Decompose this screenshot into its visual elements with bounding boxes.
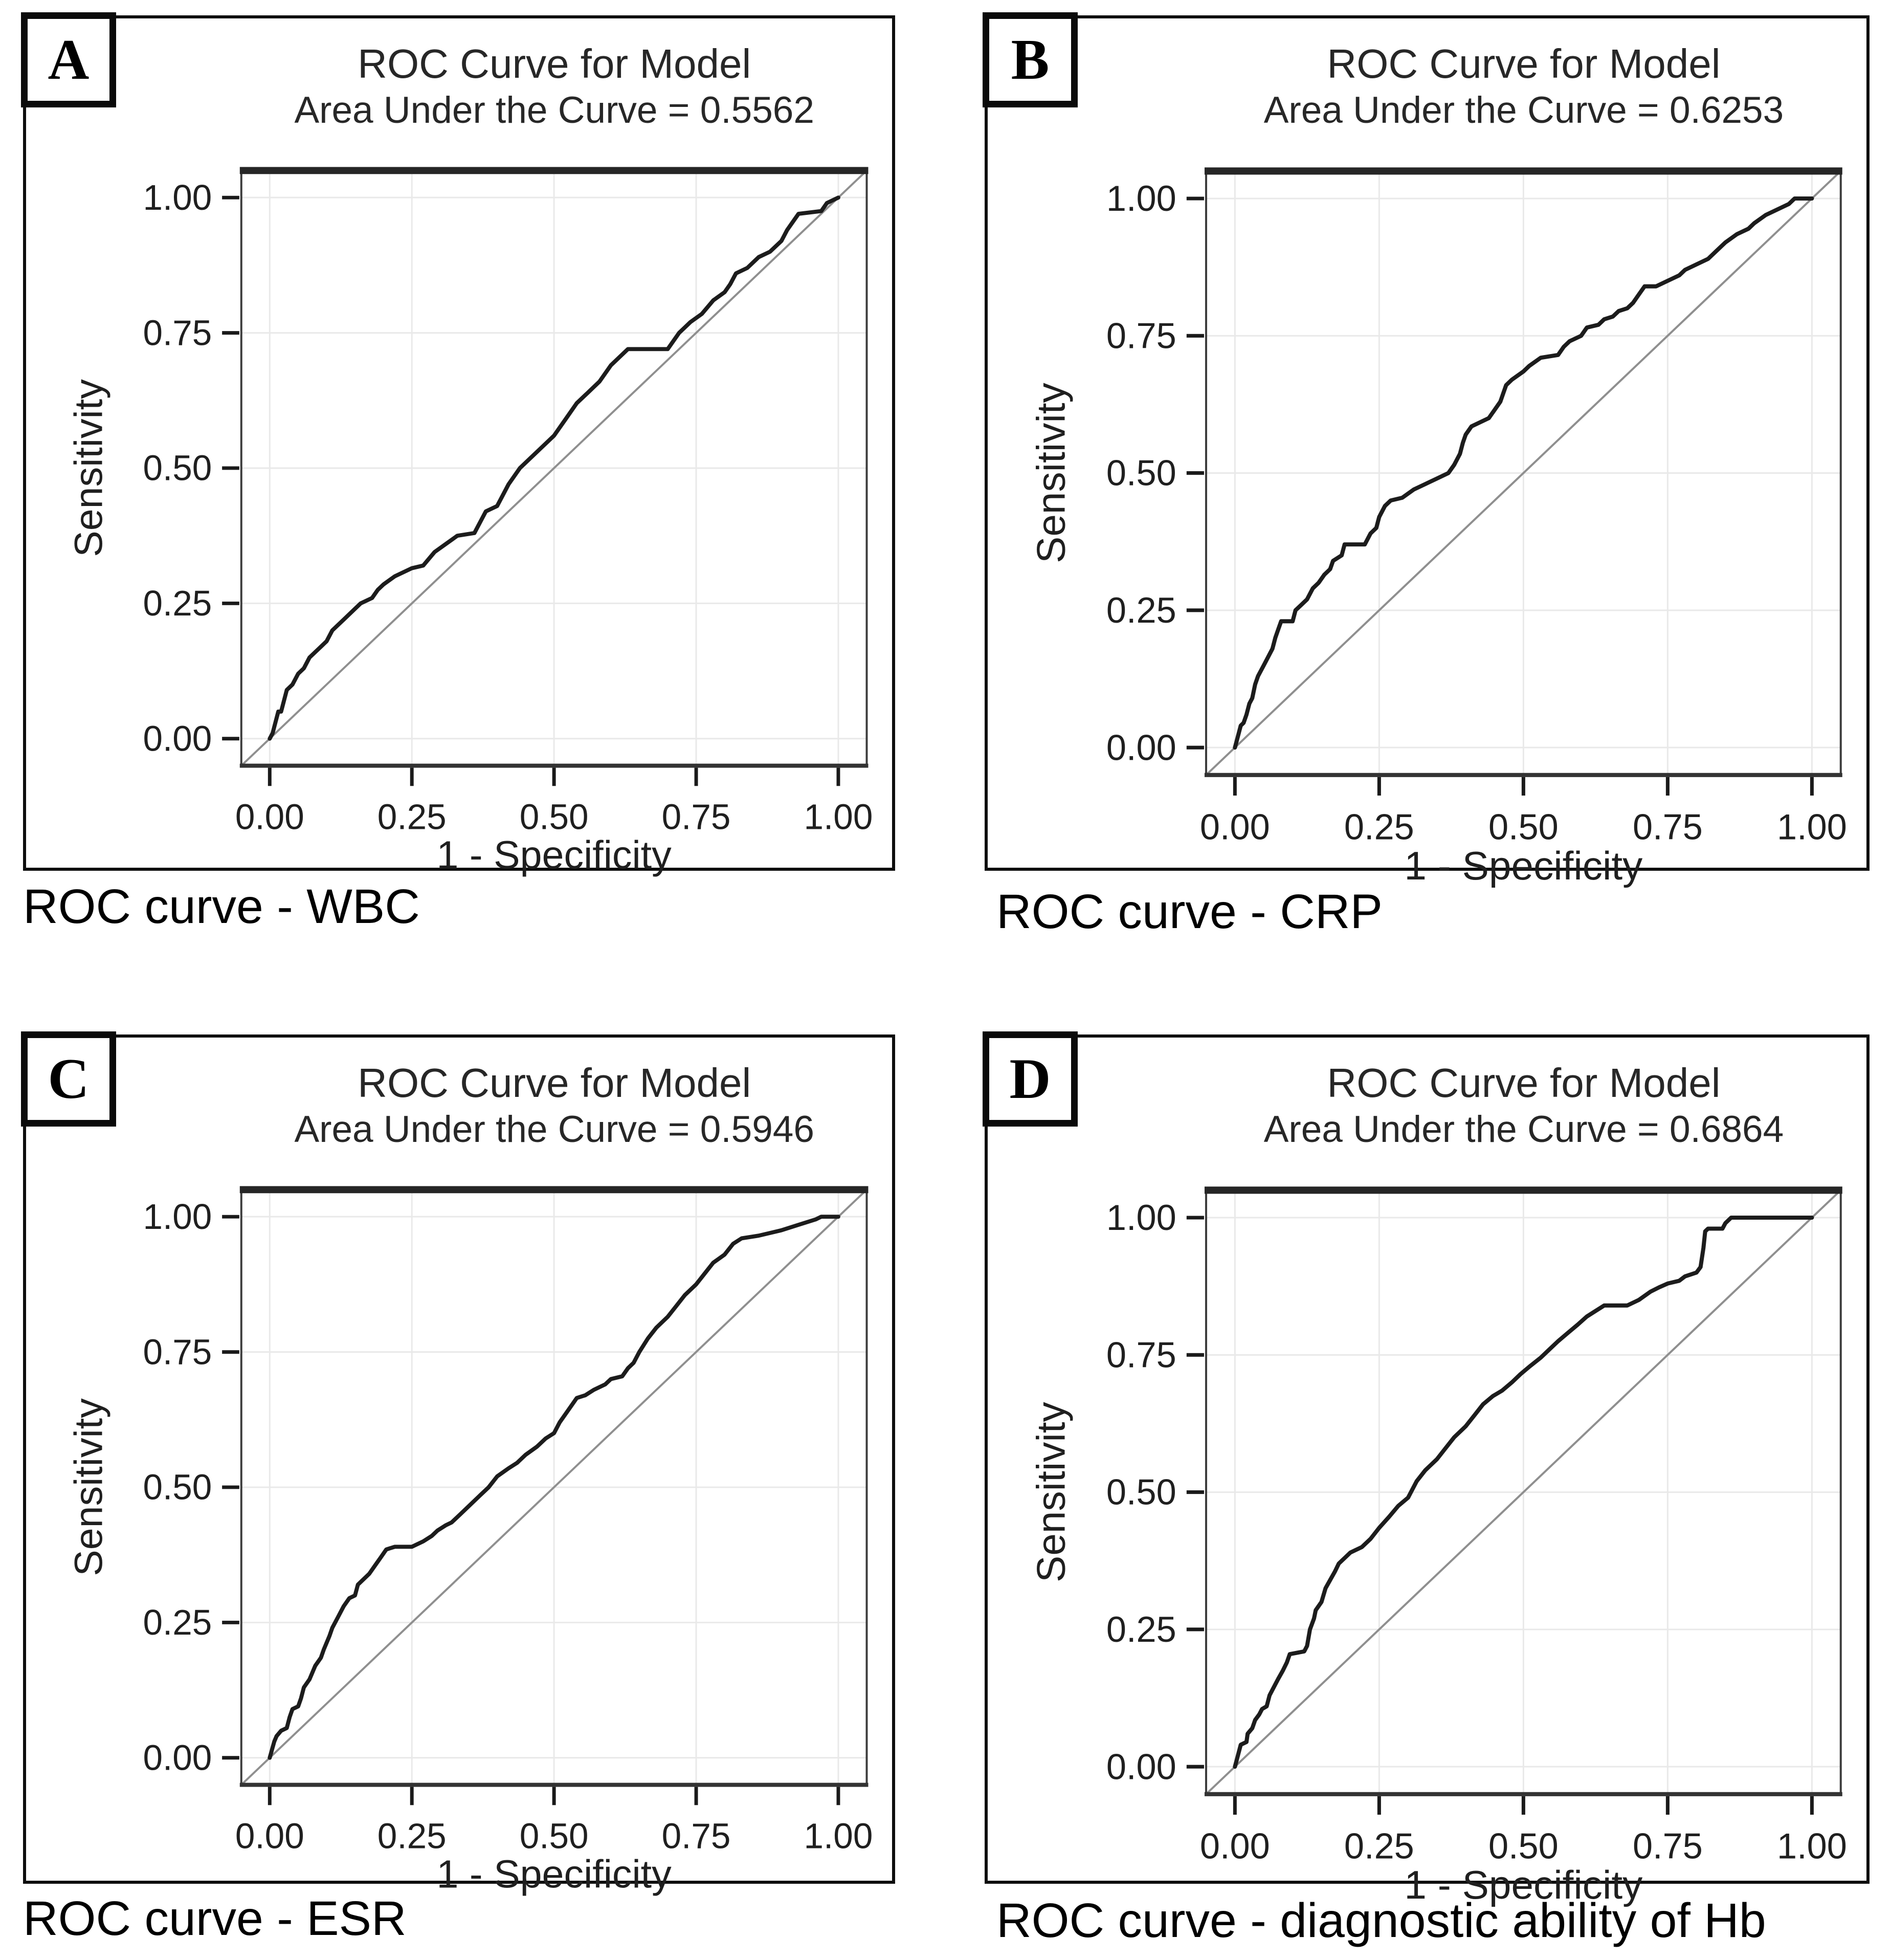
x-tick-label: 0.50 bbox=[520, 1816, 589, 1856]
x-tick-label: 0.25 bbox=[1344, 806, 1414, 847]
roc-curve bbox=[1233, 196, 1814, 750]
y-tick-label: 1.00 bbox=[143, 177, 212, 217]
x-tick-label: 0.25 bbox=[377, 1816, 447, 1856]
y-tick-label: 0.25 bbox=[1106, 589, 1176, 630]
reference-line bbox=[240, 169, 868, 767]
panel-label-box-b: B bbox=[983, 12, 1078, 107]
x-tick-label: 0.00 bbox=[1200, 806, 1270, 847]
caption-c: ROC curve - ESR bbox=[23, 1891, 407, 1946]
x-tick-label: 0.75 bbox=[1633, 806, 1703, 847]
roc-plot-svg: 0.00 0.25 0.50 0.75 1.00 0.00 0.25 0.50 0.75 1.00… bbox=[1029, 1186, 1847, 1907]
roc-curve bbox=[268, 195, 840, 741]
y-tick-label: 1.00 bbox=[1106, 1197, 1176, 1238]
y-tick-label: 0.75 bbox=[143, 313, 212, 353]
y-tick-label: 0.75 bbox=[1106, 1334, 1176, 1375]
y-tick-label: 0.50 bbox=[1106, 452, 1176, 493]
x-tick-label: 1.00 bbox=[1777, 806, 1847, 847]
x-tick-label: 0.75 bbox=[662, 1816, 731, 1856]
y-tick-label: 0.50 bbox=[143, 448, 212, 488]
y-axis-title: Sensitivity bbox=[67, 379, 111, 557]
roc-panel-a: A ROC Curve for Model Area Under the Cur… bbox=[21, 12, 895, 877]
y-axis-title: Sensitivity bbox=[1029, 1401, 1074, 1582]
roc-chart-b: 0.00 0.25 0.50 0.75 1.00 0.00 0.25 0.50 0.75 1.00… bbox=[988, 135, 1866, 891]
x-axis-title: 1 - Specificity bbox=[1404, 843, 1643, 888]
roc-panel-b: B ROC Curve for Model Area Under the Cur… bbox=[983, 12, 1870, 888]
chart-title-d: ROC Curve for Model bbox=[1327, 1060, 1721, 1106]
roc-panel-c: C ROC Curve for Model Area Under the Cur… bbox=[21, 1031, 895, 1896]
x-tick-label: 0.00 bbox=[235, 797, 304, 836]
panel-label-box-d: D bbox=[983, 1031, 1078, 1127]
chart-subtitle-b: Area Under the Curve = 0.6253 bbox=[1263, 89, 1784, 131]
x-tick-label: 1.00 bbox=[804, 797, 873, 836]
x-tick-label: 0.75 bbox=[1633, 1825, 1703, 1866]
x-tick-label: 0.00 bbox=[1200, 1825, 1270, 1866]
panel-letter-a: A bbox=[48, 28, 90, 92]
x-tick-label: 0.25 bbox=[377, 797, 447, 836]
y-tick-label: 0.25 bbox=[143, 1602, 212, 1642]
caption-b: ROC curve - CRP bbox=[996, 885, 1383, 939]
x-tick-label: 1.00 bbox=[1777, 1825, 1847, 1866]
y-tick-label: 0.00 bbox=[1106, 1746, 1176, 1787]
y-tick-label: 0.00 bbox=[143, 1737, 212, 1777]
y-axis-title: Sensitivity bbox=[67, 1398, 111, 1576]
panel-letter-b: B bbox=[1011, 28, 1050, 92]
chart-header-a: ROC Curve for Model Area Under the Curve… bbox=[26, 39, 892, 132]
caption-d: ROC curve - diagnostic ability of Hb bbox=[996, 1893, 1766, 1948]
roc-chart-d: 0.00 0.25 0.50 0.75 1.00 0.00 0.25 0.50 0.75 1.00… bbox=[988, 1154, 1866, 1910]
reference-line bbox=[240, 1188, 868, 1786]
x-axis-title: 1 - Specificity bbox=[1404, 1862, 1643, 1907]
chart-subtitle-d: Area Under the Curve = 0.6864 bbox=[1263, 1108, 1784, 1150]
x-tick-label: 0.50 bbox=[520, 797, 589, 836]
panel-letter-d: D bbox=[1009, 1047, 1051, 1111]
x-tick-label: 0.25 bbox=[1344, 1825, 1414, 1866]
roc-chart-a: 0.00 0.25 0.50 0.75 1.00 0.00 0.25 0.50 0.75 1.00… bbox=[26, 135, 892, 879]
roc-curve bbox=[268, 1214, 840, 1760]
x-tick-label: 1.00 bbox=[804, 1816, 873, 1856]
chart-header-b: ROC Curve for Model Area Under the Curve… bbox=[988, 39, 1866, 132]
reference-line bbox=[1205, 1188, 1842, 1795]
chart-title-c: ROC Curve for Model bbox=[358, 1060, 751, 1106]
chart-header-d: ROC Curve for Model Area Under the Curve… bbox=[988, 1058, 1866, 1151]
chart-subtitle-c: Area Under the Curve = 0.5946 bbox=[294, 1108, 814, 1150]
roc-plot-svg: 0.00 0.25 0.50 0.75 1.00 0.00 0.25 0.50 0.75 1.00… bbox=[67, 166, 873, 877]
y-tick-label: 0.75 bbox=[143, 1332, 212, 1372]
caption-a: ROC curve - WBC bbox=[23, 879, 420, 934]
roc-panel-d: D ROC Curve for Model Area Under the Cur… bbox=[983, 1031, 1870, 1907]
roc-chart-c: 0.00 0.25 0.50 0.75 1.00 0.00 0.25 0.50 0.75 1.00… bbox=[26, 1154, 892, 1899]
chart-subtitle-a: Area Under the Curve = 0.5562 bbox=[294, 89, 814, 131]
reference-line bbox=[1205, 169, 1842, 776]
x-tick-label: 0.00 bbox=[235, 1816, 304, 1856]
panel-label-box-c: C bbox=[21, 1031, 116, 1127]
y-tick-label: 0.00 bbox=[143, 718, 212, 758]
y-tick-label: 0.25 bbox=[143, 583, 212, 623]
y-tick-label: 1.00 bbox=[143, 1196, 212, 1236]
y-tick-label: 1.00 bbox=[1106, 178, 1176, 218]
y-tick-label: 0.75 bbox=[1106, 315, 1176, 356]
x-axis-title: 1 - Specificity bbox=[437, 1852, 672, 1896]
y-tick-label: 0.50 bbox=[1106, 1471, 1176, 1512]
y-tick-label: 0.50 bbox=[143, 1467, 212, 1507]
y-axis-title: Sensitivity bbox=[1029, 382, 1074, 563]
x-tick-label: 0.50 bbox=[1488, 806, 1559, 847]
x-tick-label: 0.50 bbox=[1488, 1825, 1559, 1866]
x-tick-label: 0.75 bbox=[662, 797, 731, 836]
chart-header-c: ROC Curve for Model Area Under the Curve… bbox=[26, 1058, 892, 1151]
chart-title-a: ROC Curve for Model bbox=[358, 41, 751, 86]
chart-title-b: ROC Curve for Model bbox=[1327, 41, 1721, 86]
roc-plot-svg: 0.00 0.25 0.50 0.75 1.00 0.00 0.25 0.50 0.75 1.00… bbox=[1029, 167, 1847, 888]
roc-plot-svg: 0.00 0.25 0.50 0.75 1.00 0.00 0.25 0.50 0.75 1.00… bbox=[67, 1185, 873, 1896]
roc-curve bbox=[1233, 1215, 1814, 1769]
panel-letter-c: C bbox=[48, 1047, 90, 1111]
panel-label-box-a: A bbox=[21, 12, 116, 107]
y-tick-label: 0.00 bbox=[1106, 727, 1176, 767]
x-axis-title: 1 - Specificity bbox=[437, 833, 672, 877]
y-tick-label: 0.25 bbox=[1106, 1609, 1176, 1649]
